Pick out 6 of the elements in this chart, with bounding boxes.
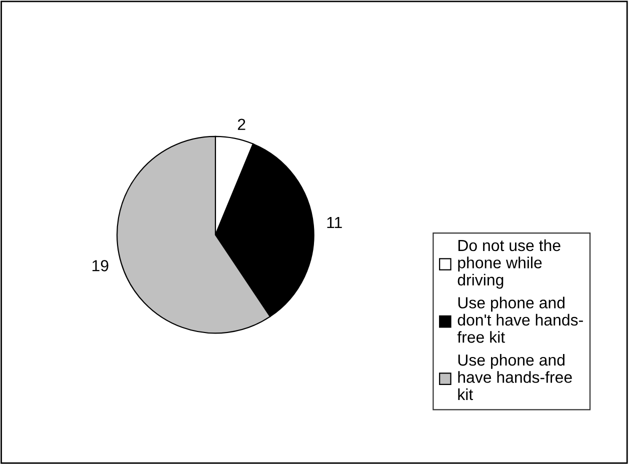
data-label: 19 (92, 260, 108, 272)
data-label: 2 (238, 118, 246, 130)
data-label: 11 (327, 217, 342, 228)
legend-label: Use phone and don't have hands- free kit (457, 296, 583, 343)
legend-label: Do not use the phone while driving (458, 239, 560, 289)
legend-label: Use phone and have hands-free kit (458, 354, 572, 400)
